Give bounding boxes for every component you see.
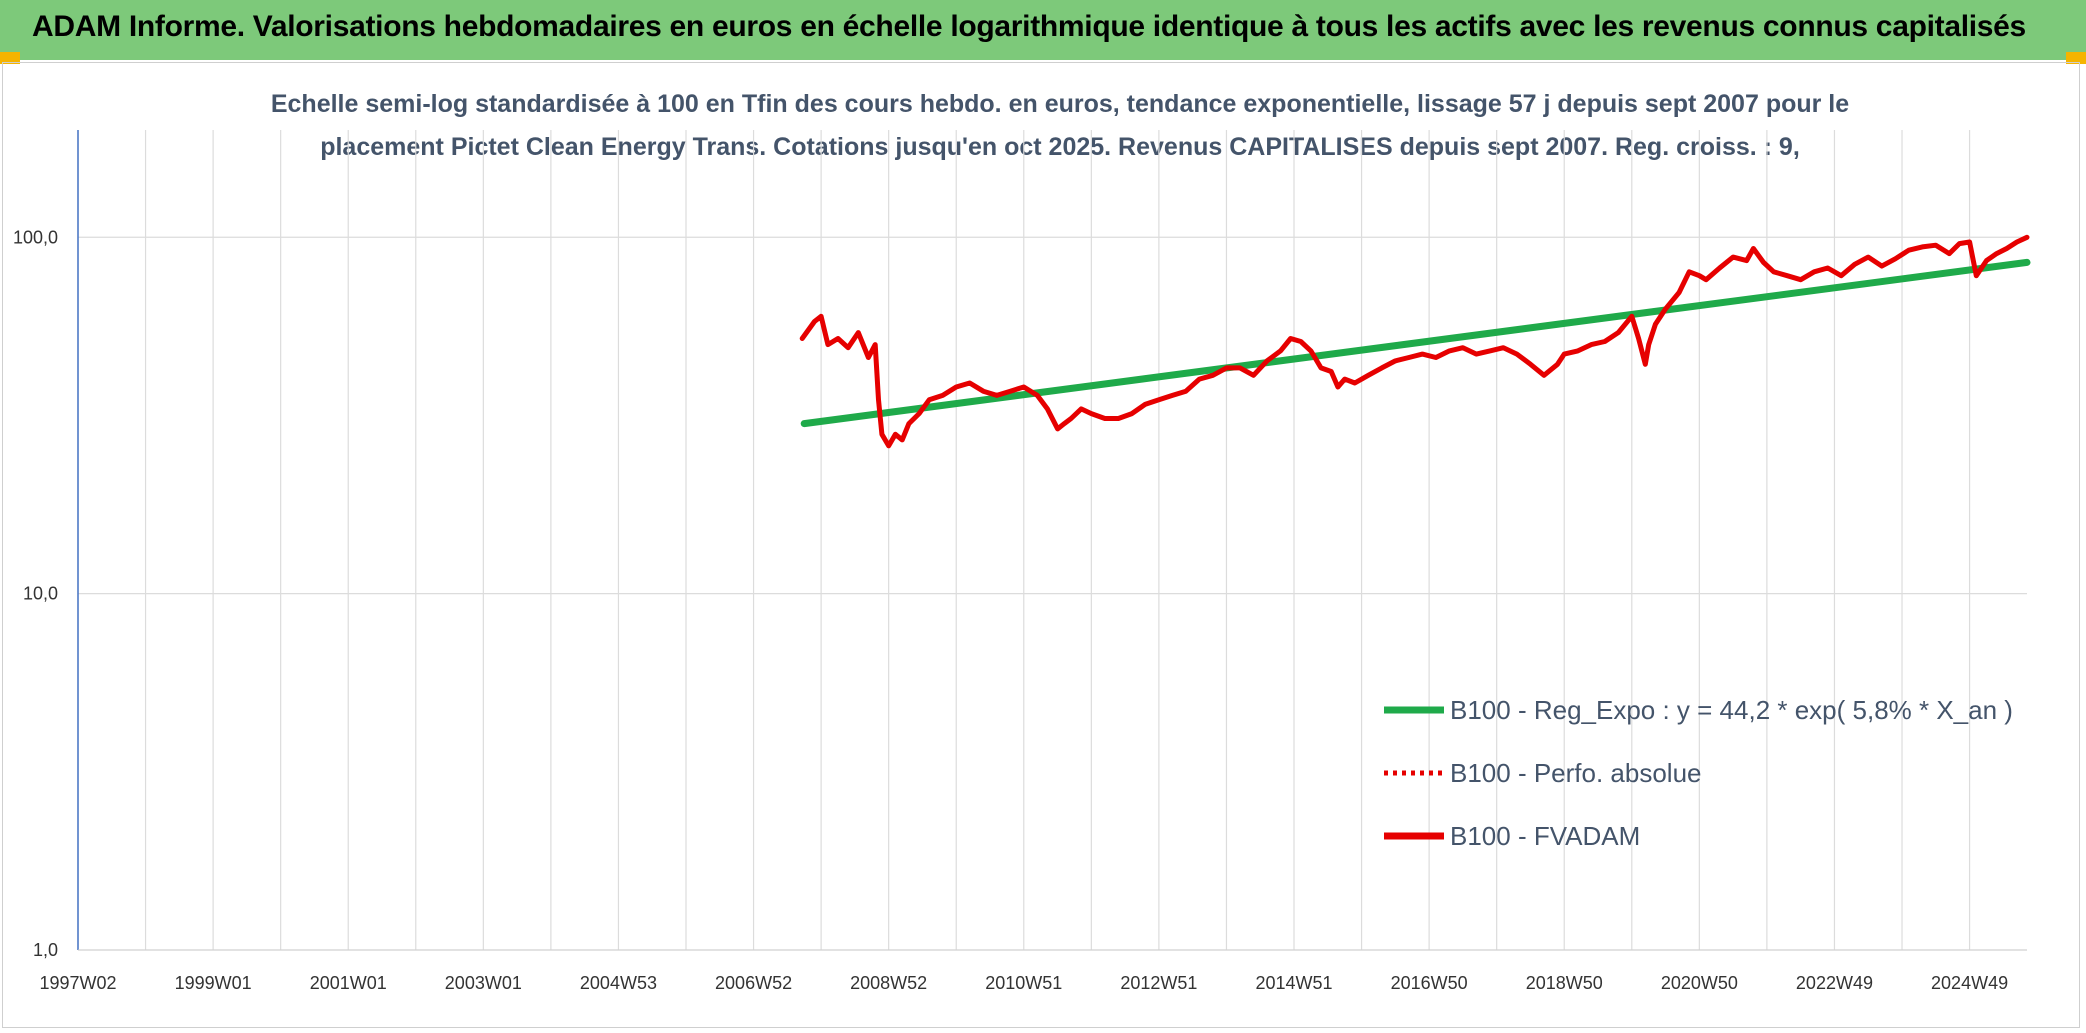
- x-tick-label: 2018W50: [1526, 973, 1603, 993]
- x-tick-label: 2020W50: [1661, 973, 1738, 993]
- x-tick-label: 2010W51: [985, 973, 1062, 993]
- chart-title-line-1: Echelle semi-log standardisée à 100 en T…: [270, 90, 1850, 118]
- x-tick-label: 2024W49: [1931, 973, 2008, 993]
- top-banner: ADAM Informe. Valorisations hebdomadaire…: [0, 0, 2086, 60]
- x-tick-label: 1999W01: [175, 973, 252, 993]
- x-tick-label: 2004W53: [580, 973, 657, 993]
- gridlines: [77, 130, 2027, 951]
- legend: B100 - Reg_Expo : y = 44,2 * exp( 5,8% *…: [1384, 695, 2013, 851]
- y-tick-label: 100,0: [13, 227, 58, 247]
- x-tick-label: 2008W52: [850, 973, 927, 993]
- legend-label: B100 - Reg_Expo : y = 44,2 * exp( 5,8% *…: [1450, 695, 2013, 725]
- x-tick-label: 2012W51: [1120, 973, 1197, 993]
- x-tick-label: 2016W50: [1391, 973, 1468, 993]
- corner-marker-right: [2066, 52, 2086, 64]
- axes: 100,0 10,0 1,0 1997W02 1999W01 2001W01 2003W01…: [13, 130, 2027, 993]
- x-tick-label: 2001W01: [310, 973, 387, 993]
- banner-title: ADAM Informe. Valorisations hebdomadaire…: [32, 10, 2026, 43]
- x-tick-label: 2003W01: [445, 973, 522, 993]
- x-tick-label: 2022W49: [1796, 973, 1873, 993]
- regression-line: [800, 258, 2031, 428]
- chart-title-line-2: placement Pictet Clean Energy Trans. Cot…: [320, 133, 1800, 161]
- corner-marker-left: [0, 52, 20, 64]
- y-tick-label: 1,0: [33, 940, 58, 960]
- y-tick-label: 10,0: [23, 584, 58, 604]
- x-tick-label: 1997W02: [39, 973, 116, 993]
- legend-label: B100 - FVADAM: [1450, 821, 1640, 851]
- x-tick-label: 2014W51: [1255, 973, 1332, 993]
- series-layer: [799, 234, 2031, 449]
- chart-frame: [2, 62, 2080, 1028]
- legend-label: B100 - Perfo. absolue: [1450, 758, 1702, 788]
- x-tick-label: 2006W52: [715, 973, 792, 993]
- fvadam-line: [799, 234, 2030, 449]
